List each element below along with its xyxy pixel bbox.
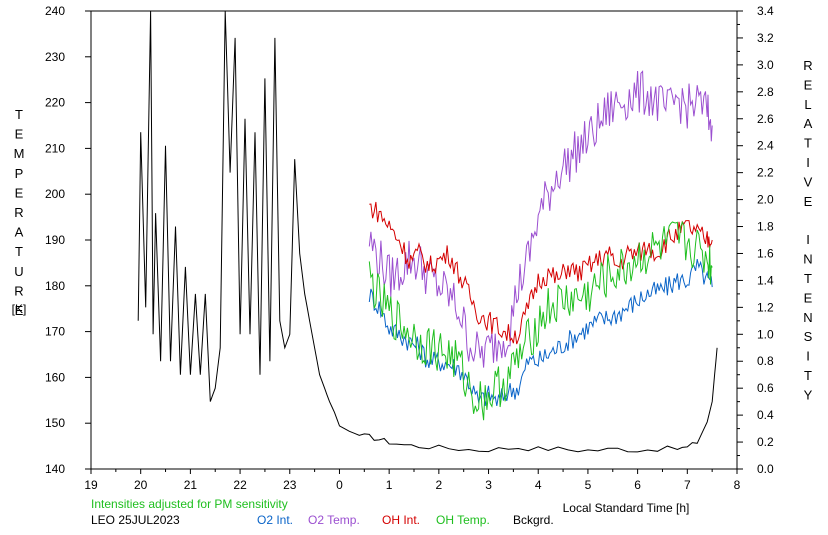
y-right-tick-label: 2.2 <box>757 166 774 180</box>
y-right-tick-label: 2.8 <box>757 85 774 99</box>
right-axis-title-letter: L <box>804 97 811 112</box>
y-left-tick-label: 170 <box>45 325 65 339</box>
y-right-tick-label: 0.6 <box>757 381 774 395</box>
series-line <box>368 258 713 406</box>
right-axis-title-letter: E <box>804 77 813 92</box>
left-axis-title-letter: T <box>15 107 23 122</box>
x-tick-label: 2 <box>436 478 443 492</box>
right-axis-title-letter: A <box>804 116 813 131</box>
legend-entry: O2 Int. <box>257 513 293 527</box>
x-tick-label: 20 <box>134 478 148 492</box>
left-axis-title-letter: T <box>15 244 23 259</box>
left-axis-title-letter: R <box>14 283 23 298</box>
left-axis-title-letter: E <box>15 185 24 200</box>
y-right-tick-label: 0.2 <box>757 435 774 449</box>
right-axis-title-letter: Y <box>804 387 813 402</box>
y-right-tick-label: 1.2 <box>757 300 774 314</box>
series-line <box>369 201 713 345</box>
y-right-tick-label: 1.4 <box>757 273 774 287</box>
y-right-tick-label: 3.4 <box>757 4 774 18</box>
y-right-tick-label: 0.0 <box>757 462 774 476</box>
x-tick-label: 3 <box>485 478 492 492</box>
sensitivity-note: Intensities adjusted for PM sensitivity <box>91 497 288 511</box>
right-axis-title-letter: N <box>803 310 812 325</box>
right-axis-title-letter: V <box>804 174 813 189</box>
y-left-tick-label: 230 <box>45 50 65 64</box>
axis-ticks: 19 20 21 22 23 0 1 2 3 4 5 6 7 8140150160170180190200… <box>45 4 774 492</box>
right-axis-title-letter: I <box>806 349 810 364</box>
legend-entry: Bckgrd. <box>513 513 554 527</box>
legend-entry: OH Temp. <box>436 513 490 527</box>
right-axis-title-letter: I <box>806 232 810 247</box>
series-line <box>368 220 713 421</box>
left-axis-title-letter: M <box>14 146 25 161</box>
right-axis-title-letter: T <box>804 271 812 286</box>
y-left-tick-label: 190 <box>45 233 65 247</box>
x-tick-label: 6 <box>634 478 641 492</box>
x-tick-label: 1 <box>386 478 393 492</box>
left-axis-title-letter: E <box>15 303 24 318</box>
y-left-tick-label: 210 <box>45 141 65 155</box>
legend-entry: OH Int. <box>382 513 420 527</box>
y-left-tick-label: 220 <box>45 96 65 110</box>
left-axis-unit: [K] <box>12 302 27 316</box>
x-tick-label: 8 <box>734 478 741 492</box>
y-left-tick-label: 180 <box>45 279 65 293</box>
series-layer <box>137 10 718 453</box>
x-tick-label: 22 <box>233 478 247 492</box>
left-axis-title-letter: E <box>15 127 24 142</box>
left-axis-title-letter: U <box>14 264 23 279</box>
y-right-tick-label: 1.6 <box>757 246 774 260</box>
y-left-tick-label: 150 <box>45 416 65 430</box>
y-right-tick-label: 3.0 <box>757 58 774 72</box>
right-axis-title-letter: E <box>804 194 813 209</box>
x-tick-label: 4 <box>535 478 542 492</box>
x-tick-label: 0 <box>336 478 343 492</box>
x-tick-label: 19 <box>84 478 98 492</box>
right-axis-title-letter: R <box>803 58 812 73</box>
y-right-tick-label: 2.6 <box>757 112 774 126</box>
plot-frame <box>90 10 738 470</box>
y-right-tick-label: 2.4 <box>757 139 774 153</box>
y-left-tick-label: 240 <box>45 4 65 18</box>
right-axis-title-letter: E <box>804 290 813 305</box>
series-line <box>137 10 718 453</box>
right-axis-title-letter: N <box>803 252 812 267</box>
left-axis-title-letter: P <box>15 166 24 181</box>
x-tick-label: 7 <box>684 478 691 492</box>
legend: O2 Int. O2 Temp. OH Int. OH Temp. Bckgrd. <box>257 513 554 527</box>
x-axis-title: Local Standard Time [h] <box>563 501 690 515</box>
y-right-tick-label: 1.8 <box>757 220 774 234</box>
x-tick-label: 23 <box>283 478 297 492</box>
legend-entry: O2 Temp. <box>308 513 360 527</box>
y-right-tick-label: 2.0 <box>757 193 774 207</box>
left-axis-title-letter: R <box>14 205 23 220</box>
y-left-tick-label: 160 <box>45 370 65 384</box>
station-date: LEO 25JUL2023 <box>91 513 180 527</box>
right-axis-title-letter: T <box>804 136 812 151</box>
y-right-tick-label: 0.8 <box>757 354 774 368</box>
y-right-tick-label: 3.2 <box>757 31 774 45</box>
y-right-tick-label: 1.0 <box>757 327 774 341</box>
y-right-tick-label: 0.4 <box>757 408 774 422</box>
right-axis-title-letter: I <box>806 155 810 170</box>
y-left-tick-label: 140 <box>45 462 65 476</box>
x-tick-label: 21 <box>184 478 198 492</box>
right-axis-title-letter: T <box>804 368 812 383</box>
series-line <box>368 70 713 368</box>
right-axis-title-letter: S <box>804 329 813 344</box>
y-left-tick-label: 200 <box>45 187 65 201</box>
x-tick-label: 5 <box>585 478 592 492</box>
left-axis-title-letter: A <box>15 225 24 240</box>
